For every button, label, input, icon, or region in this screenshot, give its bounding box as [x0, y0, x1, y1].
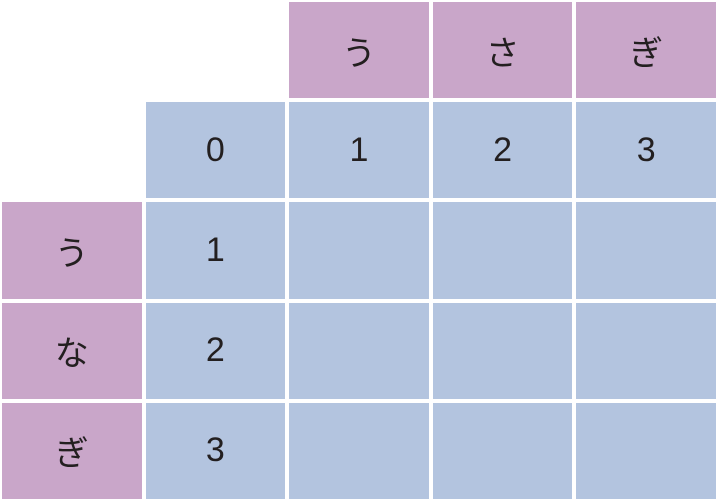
- col-header: さ: [431, 0, 575, 100]
- index-label: 3: [206, 431, 225, 470]
- row-header-label: ぎ: [55, 426, 89, 475]
- index-label: 0: [206, 131, 225, 170]
- index-label: 1: [350, 131, 369, 170]
- col-header-label: ぎ: [629, 26, 663, 75]
- row-header: ぎ: [0, 401, 144, 501]
- dp-table: う さ ぎ 0 1 2 3 う 1 な 2 ぎ 3: [0, 0, 718, 501]
- index-label: 3: [637, 131, 656, 170]
- body-cell: [287, 301, 431, 401]
- body-cell: [431, 401, 575, 501]
- body-cell: [287, 401, 431, 501]
- index-cell: 2: [431, 100, 575, 200]
- index-label: 2: [493, 131, 512, 170]
- index-label: 1: [206, 231, 225, 270]
- row-header: う: [0, 200, 144, 300]
- body-cell: [431, 301, 575, 401]
- blank-cell: [0, 100, 144, 200]
- index-cell: 3: [144, 401, 288, 501]
- index-label: 2: [206, 331, 225, 370]
- body-cell: [574, 301, 718, 401]
- col-header: う: [287, 0, 431, 100]
- col-header: ぎ: [574, 0, 718, 100]
- index-cell: 1: [287, 100, 431, 200]
- row-header-label: う: [55, 226, 89, 275]
- index-cell: 1: [144, 200, 288, 300]
- blank-cell: [0, 0, 144, 100]
- index-cell: 0: [144, 100, 288, 200]
- body-cell: [574, 200, 718, 300]
- body-cell: [574, 401, 718, 501]
- row-header-label: な: [55, 326, 89, 375]
- body-cell: [431, 200, 575, 300]
- index-cell: 3: [574, 100, 718, 200]
- blank-cell: [144, 0, 288, 100]
- col-header-label: う: [342, 26, 376, 75]
- row-header: な: [0, 301, 144, 401]
- index-cell: 2: [144, 301, 288, 401]
- col-header-label: さ: [486, 26, 520, 75]
- body-cell: [287, 200, 431, 300]
